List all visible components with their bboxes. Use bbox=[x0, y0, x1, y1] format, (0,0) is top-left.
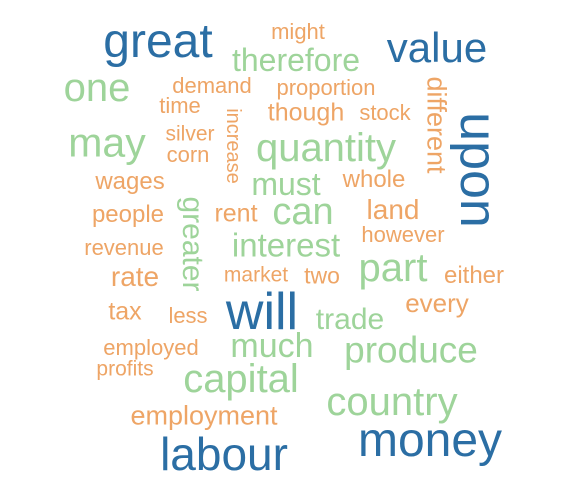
word-market: market bbox=[223, 263, 289, 287]
word-labour: labour bbox=[160, 428, 288, 480]
word-capital: capital bbox=[183, 357, 299, 401]
word-therefore: therefore bbox=[231, 42, 361, 78]
word-corn: corn bbox=[166, 142, 210, 167]
word-though: though bbox=[267, 98, 345, 127]
word-value: value bbox=[386, 24, 488, 71]
word-interest: interest bbox=[231, 226, 341, 264]
word-profits: profits bbox=[96, 357, 154, 381]
word-one: one bbox=[63, 66, 131, 110]
word-stock: stock bbox=[359, 100, 411, 125]
word-people: people bbox=[91, 201, 165, 228]
word-however: however bbox=[361, 222, 445, 247]
word-different: different bbox=[421, 76, 452, 174]
word-employed: employed bbox=[103, 335, 199, 360]
word-tax: tax bbox=[108, 297, 142, 326]
word-rent: rent bbox=[214, 199, 258, 228]
word-trade: trade bbox=[315, 303, 385, 336]
word-land: land bbox=[366, 194, 420, 225]
word-rate: rate bbox=[110, 261, 160, 292]
word-may: may bbox=[68, 119, 146, 166]
word-must: must bbox=[251, 166, 321, 202]
word-country: country bbox=[326, 380, 458, 424]
word-money: money bbox=[357, 414, 503, 467]
word-increase: increase bbox=[222, 108, 244, 184]
word-might: might bbox=[271, 19, 325, 44]
word-produce: produce bbox=[344, 329, 478, 371]
word-wages: wages bbox=[95, 168, 165, 195]
word-will: will bbox=[225, 283, 299, 341]
word-employment: employment bbox=[130, 400, 278, 431]
word-much: much bbox=[230, 327, 314, 365]
word-quantity: quantity bbox=[255, 126, 397, 170]
word-two: two bbox=[304, 262, 340, 289]
word-time: time bbox=[159, 93, 201, 118]
word-can: can bbox=[272, 191, 334, 233]
word-demand: demand bbox=[172, 73, 252, 98]
word-greater: greater bbox=[176, 196, 209, 292]
word-upon: upon bbox=[449, 112, 507, 228]
word-revenue: revenue bbox=[84, 235, 164, 260]
word-whole: whole bbox=[342, 166, 406, 193]
word-proportion: proportion bbox=[276, 75, 376, 100]
word-great: great bbox=[103, 15, 213, 68]
word-part: part bbox=[358, 246, 428, 290]
word-every: every bbox=[405, 288, 469, 318]
word-either: either bbox=[443, 262, 505, 289]
word-silver: silver bbox=[165, 122, 215, 146]
word-less: less bbox=[168, 303, 208, 328]
